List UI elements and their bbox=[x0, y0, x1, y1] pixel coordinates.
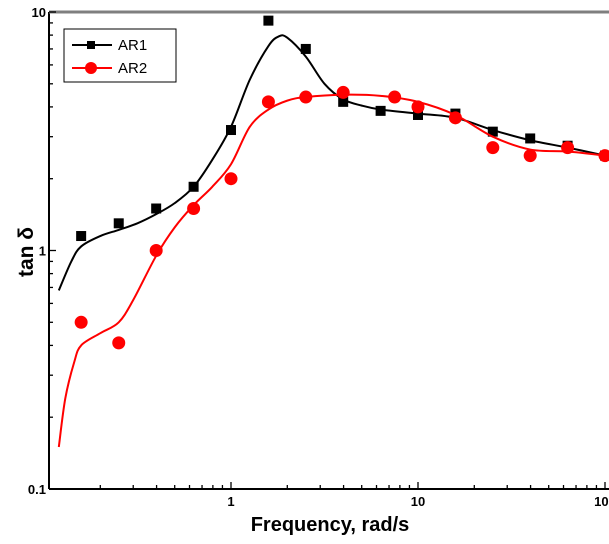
legend-label-ar1: AR1 bbox=[118, 37, 147, 54]
data-point-ar2 bbox=[187, 202, 200, 215]
data-point-ar2 bbox=[262, 95, 275, 108]
data-point-ar1 bbox=[301, 44, 311, 54]
data-point-ar1 bbox=[525, 133, 535, 143]
y-axis-title: tan δ bbox=[15, 227, 38, 277]
x-tick-label-10: 10 bbox=[411, 494, 425, 509]
legend-marker-ar2 bbox=[85, 62, 97, 74]
data-point-ar2 bbox=[225, 172, 238, 185]
x-axis-title: Frequency, rad/s bbox=[251, 514, 410, 536]
x-tick-label-100: 100 bbox=[594, 494, 609, 509]
y-tick-label-0.1: 0.1 bbox=[28, 482, 46, 497]
data-point-ar2 bbox=[524, 149, 537, 162]
data-point-ar1 bbox=[151, 204, 161, 214]
series-line-ar2 bbox=[59, 95, 605, 447]
legend-label-ar2: AR2 bbox=[118, 60, 147, 77]
data-point-ar1 bbox=[114, 218, 124, 228]
data-point-ar2 bbox=[75, 316, 88, 329]
data-point-ar1 bbox=[76, 231, 86, 241]
data-point-ar2 bbox=[412, 100, 425, 113]
data-point-ar2 bbox=[299, 91, 312, 104]
data-point-ar2 bbox=[337, 86, 350, 99]
x-tick-label-1: 1 bbox=[227, 494, 234, 509]
data-point-ar2 bbox=[561, 141, 574, 154]
data-point-ar2 bbox=[486, 141, 499, 154]
data-point-ar2 bbox=[112, 336, 125, 349]
y-tick-label-1: 1 bbox=[39, 244, 46, 259]
y-tick-label-10: 10 bbox=[32, 5, 46, 20]
legend-marker-ar1 bbox=[87, 41, 95, 49]
data-point-ar2 bbox=[449, 111, 462, 124]
data-point-ar2 bbox=[150, 244, 163, 257]
data-point-ar1 bbox=[263, 16, 273, 26]
data-point-ar1 bbox=[376, 106, 386, 116]
data-point-ar1 bbox=[189, 182, 199, 192]
data-point-ar1 bbox=[226, 125, 236, 135]
data-point-ar2 bbox=[388, 91, 401, 104]
